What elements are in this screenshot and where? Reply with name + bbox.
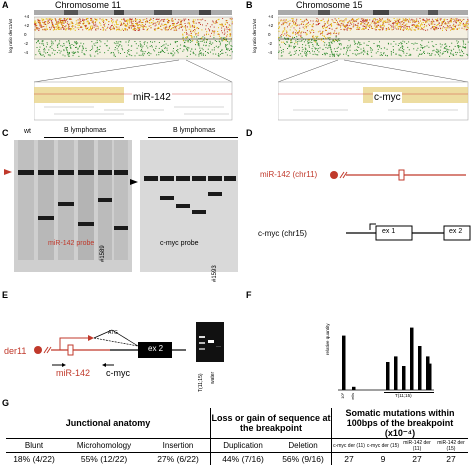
value-blunt: 18% (4/22) xyxy=(13,454,55,464)
subheader-duplication: Duplication xyxy=(210,438,275,453)
panel-letter-b: B xyxy=(246,0,253,10)
value-duplication: 44% (7/16) xyxy=(210,452,275,465)
panel-e-diagram xyxy=(34,329,186,367)
header-junctional: Junctional anatomy xyxy=(65,418,151,428)
exon-2-label: ex 2 xyxy=(449,228,463,235)
bar-B-cells xyxy=(352,386,356,390)
lane-label-water: water xyxy=(210,371,216,384)
c-myc-probe-label: c-myc probe xyxy=(160,240,199,247)
b-lymphomas-label-left: B lymphomas xyxy=(64,127,107,134)
subheader-cmyc-der11: c-myc der (11) xyxy=(331,438,366,453)
transcript-arrow xyxy=(59,337,88,350)
breakpoint-table: Junctional anatomy Loss or gain of seque… xyxy=(6,408,468,465)
t1115-group-bracket xyxy=(384,392,434,393)
subheader-mir142-der11: miR-142 der (11) xyxy=(403,439,431,452)
bar-T7 xyxy=(428,363,432,390)
panel-letter-c: C xyxy=(2,128,9,138)
centromere-icon-e xyxy=(34,346,42,354)
sample-id-1593: #1593 xyxy=(212,265,218,282)
bar-5-10³ xyxy=(342,335,346,390)
panel-a-yticks: +4 +2 0 -2 -4 xyxy=(24,14,30,55)
chromosome-11-title: Chromosome 11 xyxy=(55,0,121,10)
bar-T2 xyxy=(394,356,398,390)
group-bracket-left xyxy=(44,137,124,138)
breakpoint-arrows-mir xyxy=(381,140,444,142)
subheader-mir142-der15: miR-142 der (15) xyxy=(437,439,465,452)
subheader-insertion: Insertion xyxy=(162,441,194,450)
southern-blots xyxy=(4,140,238,272)
black-arrow xyxy=(130,179,138,185)
panel-f-chart: 5 10³ B cells xyxy=(338,327,434,400)
value-mir142-der11: 27 xyxy=(412,454,422,464)
mir-142-track-label: miR-142 (chr11) xyxy=(260,170,318,179)
panel-d-diagram xyxy=(330,140,471,241)
panel-letter-d: D xyxy=(246,128,253,138)
value-insertion: 27% (6/22) xyxy=(157,454,199,464)
panel-b-yticks: +4 +2 0 -2 -4 xyxy=(268,14,274,55)
exon-2-box xyxy=(443,225,471,241)
tick-label-0: 5 10³ xyxy=(340,392,345,400)
mir-142-gene-box xyxy=(398,169,405,181)
chromosome-15-title: Chromosome 15 xyxy=(296,0,363,10)
panel-a-plot xyxy=(34,10,233,121)
panel-b-scatter xyxy=(278,18,469,57)
t1115-group-label: T(11;15) xyxy=(395,393,412,398)
panel-letter-a: A xyxy=(2,0,9,10)
mir-142-label-e: miR-142 xyxy=(56,368,91,378)
ex2-label-e: ex 2 xyxy=(148,344,164,353)
subheader-cmyc-der15: c-myc der (15) xyxy=(366,442,400,449)
mutation-arrows-myc xyxy=(366,140,430,240)
lane-label-t1115: T(11;15) xyxy=(198,373,204,392)
bar-T6 xyxy=(426,356,430,390)
c-myc-label-e: c-myc xyxy=(106,368,130,378)
wt-label: wt xyxy=(24,128,31,135)
mir-142-probe-label: miR-142 probe xyxy=(48,240,95,247)
bar-T3 xyxy=(402,366,406,390)
bar-T5 xyxy=(418,346,422,390)
panel-letter-e: E xyxy=(2,290,9,300)
header-somatic: Somatic mutations within 100bps of the b… xyxy=(331,408,468,439)
exon-1-label: ex 1 xyxy=(382,228,396,235)
atg-label: ATG xyxy=(108,330,118,336)
value-cmyc-der15: 9 xyxy=(380,454,386,464)
group-bracket-right xyxy=(148,137,238,138)
panel-letter-f: F xyxy=(246,290,252,300)
value-cmyc-der11: 27 xyxy=(331,452,366,465)
tick-label-1: B cells xyxy=(350,393,355,400)
mir-142-label-a: miR-142 xyxy=(132,92,172,103)
header-loss-gain: Loss or gain of sequence at the breakpoi… xyxy=(210,408,332,439)
subheader-deletion: Deletion xyxy=(288,441,318,450)
value-mir142-der15: 27 xyxy=(446,454,456,464)
panel-f-ylabel: relative quantity xyxy=(325,323,330,355)
breakpoint-arrows-myc xyxy=(376,140,436,200)
c-myc-track-label: c-myc (chr15) xyxy=(258,229,307,238)
der11-label: der11 xyxy=(4,346,27,356)
bar-T1 xyxy=(386,362,390,390)
mutation-arrows-mir xyxy=(356,140,460,180)
exon-1-box xyxy=(375,225,413,241)
red-arrow xyxy=(4,169,12,175)
bar-T4 xyxy=(410,327,414,390)
centromere-icon xyxy=(330,171,338,179)
sample-id-1589: #1589 xyxy=(100,245,106,262)
panel-b-plot xyxy=(278,10,469,121)
c-myc-label-b: c-myc xyxy=(373,92,402,103)
chromosome-ideogram xyxy=(34,10,232,15)
panel-letter-g: G xyxy=(2,398,10,408)
value-microhomology: 55% (12/22) xyxy=(80,454,128,464)
b-lymphomas-label-right: B lymphomas xyxy=(173,127,216,134)
subheader-microhomology: Microhomology xyxy=(76,441,132,450)
subheader-blunt: Blunt xyxy=(24,441,44,450)
pcr-gel-image xyxy=(196,322,224,362)
value-deletion: 56% (9/16) xyxy=(282,454,324,464)
exon-2-box-e xyxy=(138,342,172,358)
panel-a-scatter xyxy=(34,18,233,57)
promoter-arrow xyxy=(369,223,376,230)
